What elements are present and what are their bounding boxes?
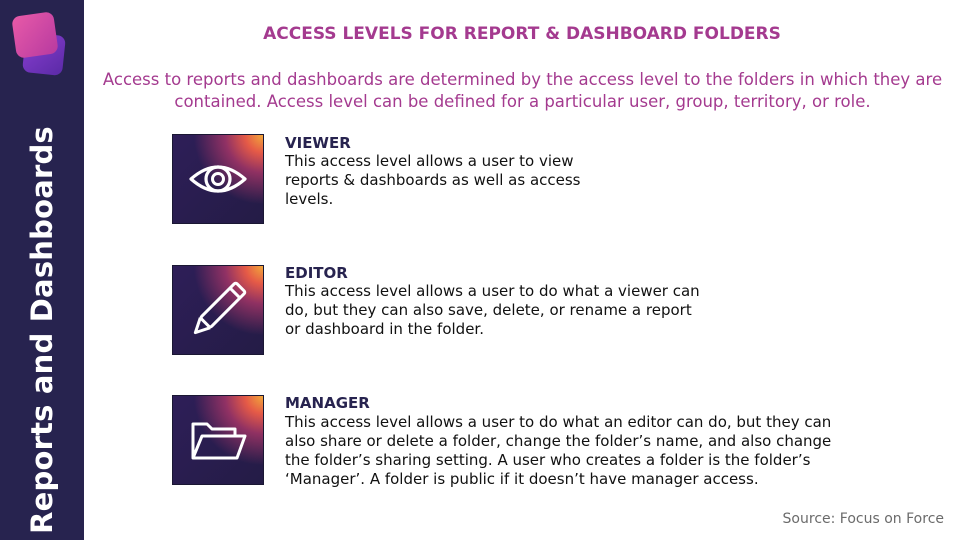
- sidebar: Reports and Dashboards: [0, 0, 84, 540]
- editor-icon-tile: [172, 265, 264, 355]
- source-caption: Source: Focus on Force: [782, 511, 944, 527]
- level-description-viewer: This access level allows a user to view …: [285, 152, 581, 208]
- folder-open-icon: [191, 422, 247, 460]
- sidebar-title: Reports and Dashboards: [25, 126, 59, 534]
- level-description-manager: This access level allows a user to do wh…: [285, 413, 832, 488]
- level-name-viewer: VIEWER: [285, 134, 351, 152]
- brand-logo-icon: [12, 12, 66, 76]
- intro-text: Access to reports and dashboards are det…: [102, 70, 943, 111]
- eye-icon: [189, 165, 247, 193]
- level-description-editor: This access level allows a user to do wh…: [285, 282, 700, 338]
- page-title: ACCESS LEVELS FOR REPORT & DASHBOARD FOL…: [263, 24, 781, 44]
- manager-icon-tile: [172, 395, 264, 485]
- pencil-icon: [193, 281, 247, 335]
- viewer-icon-tile: [172, 134, 264, 224]
- level-name-editor: EDITOR: [285, 264, 348, 282]
- level-name-manager: MANAGER: [285, 394, 370, 412]
